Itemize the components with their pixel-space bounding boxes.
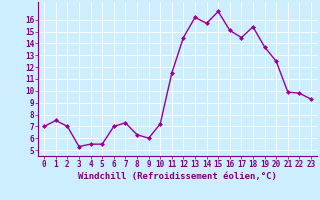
X-axis label: Windchill (Refroidissement éolien,°C): Windchill (Refroidissement éolien,°C)	[78, 172, 277, 181]
